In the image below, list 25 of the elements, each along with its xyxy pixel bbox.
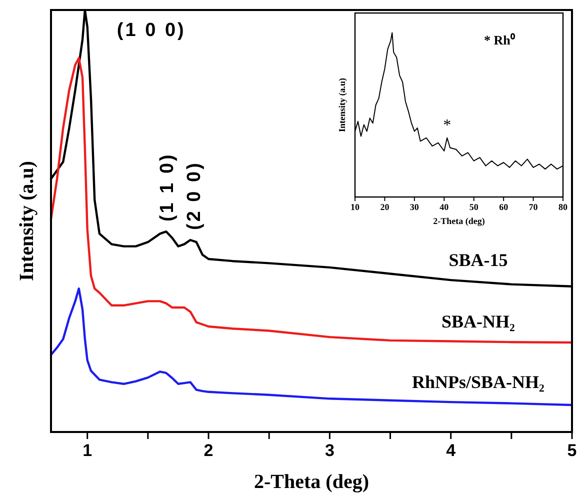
y-axis-title: Intensity (a.u) [16,160,38,282]
annotation: (2 0 0) [184,161,205,230]
x-tick-label: 10 [350,202,360,212]
x-tick-label: 70 [528,202,538,212]
series-label: RhNPs/SBA-NH₂ [412,372,544,392]
y-axis-title: Intensity (a.u) [337,78,347,132]
series-label: SBA-NH₂ [442,311,515,332]
series-label: SBA-15 [448,250,508,270]
x-axis-title: 2-Theta (deg) [433,216,485,226]
x-tick-label: 30 [410,202,420,212]
x-tick-label: 50 [469,202,479,212]
x-tick-label: 80 [558,202,568,212]
x-tick-label: 1 [82,441,92,460]
x-tick-label: 4 [446,441,456,460]
x-tick-label: 2 [204,441,214,460]
x-tick-label: 20 [380,202,390,212]
annotation: (1 1 0) [157,152,178,222]
annotation: (1 0 0) [116,20,186,41]
x-tick-label: 60 [499,202,509,212]
x-axis-title: 2-Theta (deg) [254,471,369,493]
x-tick-label: 3 [324,441,334,460]
x-tick-label: 5 [567,441,577,460]
annotation: * Rh⁰ [484,32,516,48]
x-tick-label: 40 [440,202,450,212]
annotation: * [443,116,452,134]
